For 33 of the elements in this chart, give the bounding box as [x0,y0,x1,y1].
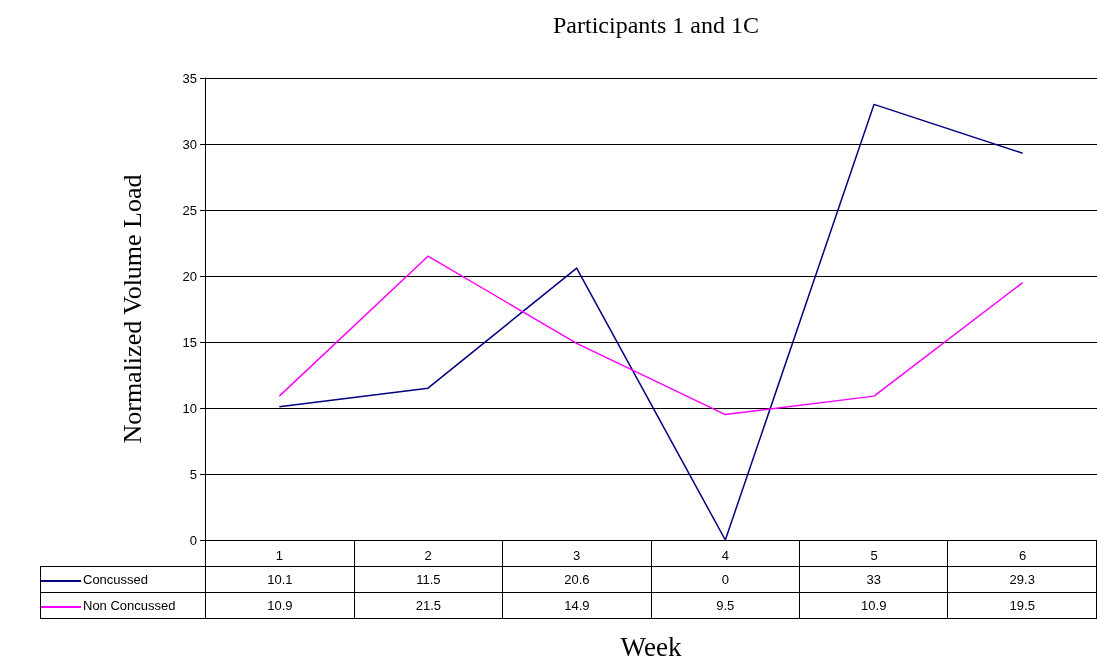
y-tick-label: 25 [182,202,197,218]
y-axis-title: Normalized Volume Load [117,174,147,444]
y-tick-label: 20 [182,268,197,284]
line-series [278,103,1024,541]
chart-title: Participants 1 and 1C [553,12,759,38]
data-label: 9.5 [651,592,800,619]
data-label: 20.6 [502,566,652,593]
data-label: 10.1 [205,566,355,593]
y-tick-label: 0 [189,532,197,548]
y-tick-label: 10 [182,400,197,416]
data-label: 14.9 [502,592,652,619]
x-tick-label: 2 [424,548,432,563]
x-tick-label: 3 [573,548,581,563]
x-tick-label: 5 [870,548,878,563]
x-tick-label: 1 [275,548,283,563]
data-label: 10.9 [799,592,948,619]
data-label: 10.9 [205,592,355,619]
y-tick-label: 5 [189,466,197,482]
data-label: 33 [799,566,948,593]
legend-label: Concussed [40,566,206,593]
x-tick-label: 4 [721,548,729,563]
x-tick-label: 6 [1019,548,1027,563]
data-label: 0 [651,566,800,593]
y-tick-label: 15 [182,334,197,350]
data-label: 19.5 [947,592,1097,619]
y-tick-label: 35 [182,70,197,86]
x-axis-title: Week [619,632,683,663]
legend-label: Non Concussed [40,592,206,619]
line-series [278,255,1024,416]
data-label: 29.3 [947,566,1097,593]
data-label: 21.5 [354,592,503,619]
y-tick-label: 30 [182,136,197,152]
data-label: 11.5 [354,566,503,593]
